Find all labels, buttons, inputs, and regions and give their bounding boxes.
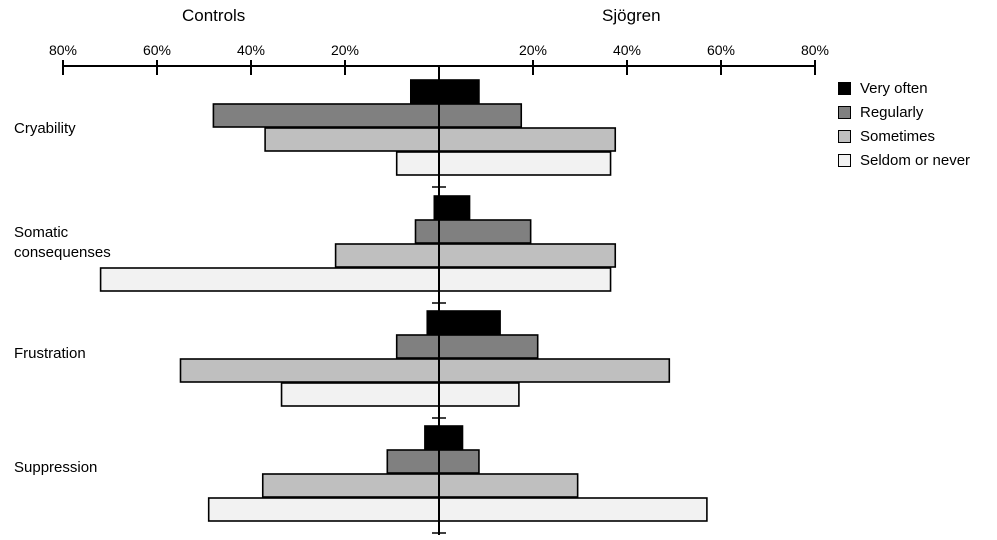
legend-item-regularly: Regularly (838, 100, 970, 124)
bar-sjogren (438, 79, 480, 104)
legend-item-very-often: Very often (838, 76, 970, 100)
bar-controls (264, 127, 440, 152)
legend-item-seldom-or-never: Seldom or never (838, 148, 970, 172)
bar-controls (212, 103, 440, 128)
bar-controls (334, 243, 440, 268)
bar-sjogren (438, 127, 617, 152)
bar-sjogren (438, 310, 501, 335)
category-label-frustration: Frustration (14, 344, 86, 364)
axis-layer: 80% 60% 40% 20% 20% 40% 60% 80% (49, 42, 829, 75)
bar-sjogren (438, 243, 617, 268)
bar-sjogren (438, 425, 464, 450)
legend-label: Seldom or never (860, 151, 971, 169)
category-label-line: Somatic (14, 224, 69, 241)
bar-layer (99, 79, 708, 522)
legend-label: Regularly (860, 103, 924, 121)
bar-sjogren (438, 267, 612, 292)
bar-sjogren (438, 151, 612, 176)
legend-swatch-seldom-or-never (838, 153, 851, 167)
bar-controls (426, 310, 440, 335)
category-label-cryability: Cryability (14, 119, 76, 139)
bar-sjogren (438, 473, 579, 498)
x-tick-label: 80% (801, 42, 829, 58)
category-label-line: Frustration (14, 345, 86, 362)
category-label-line: Cryability (14, 120, 76, 137)
bar-controls (99, 267, 440, 292)
bar-sjogren (438, 103, 523, 128)
bar-sjogren (438, 382, 520, 407)
legend: Very often Regularly Sometimes Seldom or… (838, 76, 970, 172)
category-label-somatic-consequenses: Somatic consequenses (14, 223, 111, 263)
legend-label: Sometimes (860, 127, 936, 145)
bar-controls (179, 358, 440, 383)
bar-sjogren (438, 497, 708, 522)
category-label-line: consequenses (14, 244, 111, 261)
sjogren-header: Sjögren (602, 6, 661, 25)
bar-controls (386, 449, 440, 474)
x-tick-label: 20% (519, 42, 547, 58)
x-tick-label: 60% (707, 42, 735, 58)
bar-controls (395, 334, 440, 359)
bar-sjogren (438, 334, 539, 359)
legend-label: Very often (860, 79, 928, 97)
x-tick-label: 40% (237, 42, 265, 58)
legend-item-sometimes: Sometimes (838, 124, 970, 148)
bar-controls (280, 382, 440, 407)
bar-sjogren (438, 358, 671, 383)
bar-controls (207, 497, 440, 522)
center-axis-layer (432, 66, 446, 535)
category-label-suppression: Suppression (14, 458, 97, 478)
controls-header: Controls (182, 6, 246, 25)
bar-controls (424, 425, 440, 450)
bar-controls (261, 473, 440, 498)
x-tick-label: 20% (331, 42, 359, 58)
legend-swatch-regularly (838, 105, 851, 119)
x-tick-label: 80% (49, 42, 77, 58)
bar-sjogren (438, 219, 532, 244)
legend-swatch-very-often (838, 81, 851, 95)
legend-swatch-sometimes (838, 129, 851, 143)
x-tick-label: 40% (613, 42, 641, 58)
bar-controls (409, 79, 440, 104)
x-tick-label: 60% (143, 42, 171, 58)
bar-sjogren (438, 195, 471, 220)
bar-sjogren (438, 449, 480, 474)
bar-controls (414, 219, 440, 244)
category-label-line: Suppression (14, 459, 98, 476)
bar-controls (395, 151, 440, 176)
